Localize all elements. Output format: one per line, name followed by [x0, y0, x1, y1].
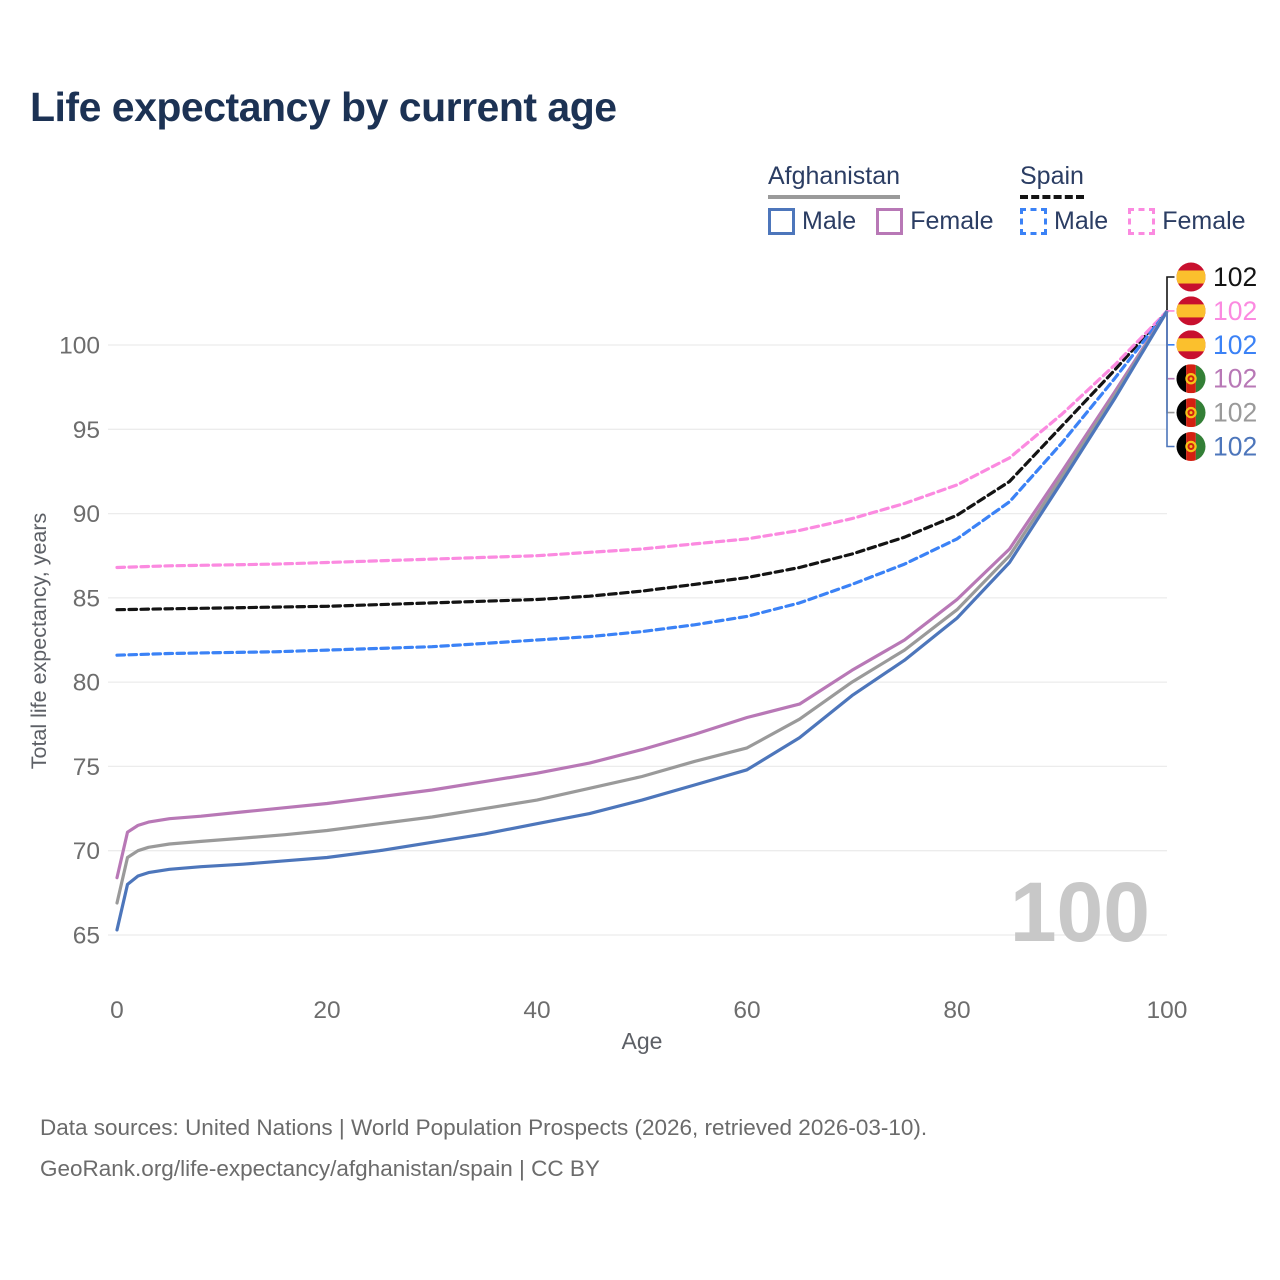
- x-tick-label-40: 40: [523, 997, 550, 1024]
- legend-label-spain-male: Male: [1054, 207, 1109, 235]
- y-tick-label-80: 80: [73, 670, 100, 697]
- legend-country-spain: Spain: [1020, 162, 1084, 199]
- series-line-afghanistan-all: [115, 309, 1169, 905]
- series-line-afghanistan-male: [115, 309, 1169, 932]
- flag-icon-afghanistan: [1176, 398, 1206, 428]
- end-label-connector-spain-all: [1166, 276, 1175, 312]
- x-tick-label-0: 0: [110, 997, 124, 1024]
- series-line-spain-female: [115, 309, 1169, 570]
- legend-group-afghanistan: Afghanistan Male Female: [768, 162, 994, 236]
- legend-item-spain-male[interactable]: Male: [1020, 207, 1108, 236]
- y-tick-label-70: 70: [73, 838, 100, 865]
- current-age-watermark: 100: [1010, 865, 1150, 959]
- legend-swatch-afghanistan-female-icon: [876, 208, 904, 235]
- y-tick-label-95: 95: [73, 417, 100, 444]
- flag-icon-spain: [1176, 296, 1206, 326]
- y-tick-label-85: 85: [73, 585, 100, 612]
- series-line-spain-male: [115, 309, 1169, 657]
- legend-swatch-afghanistan-male-icon: [768, 208, 795, 235]
- y-tick-label-100: 100: [59, 333, 100, 360]
- legend-items-spain: Male Female: [1020, 207, 1246, 236]
- legend-item-afghanistan-male[interactable]: Male: [768, 207, 856, 236]
- flag-icon-spain: [1176, 262, 1206, 292]
- legend-label-afghanistan-female: Female: [910, 207, 994, 235]
- flag-icon-afghanistan: [1176, 432, 1206, 461]
- legend-country-afghanistan: Afghanistan: [768, 162, 901, 199]
- legend-item-afghanistan-female[interactable]: Female: [876, 207, 994, 236]
- series-line-afghanistan-female: [115, 309, 1169, 880]
- y-tick-label-90: 90: [73, 501, 100, 528]
- end-label-connector-afghanistan-all: [1166, 311, 1175, 414]
- legend-group-spain: Spain Male Female: [1020, 162, 1246, 236]
- end-value-label-spain-female: 102: [1213, 296, 1257, 326]
- end-value-label-spain-male: 102: [1213, 330, 1257, 360]
- y-axis-title: Total life expectancy, years: [27, 513, 51, 770]
- end-value-label-afghanistan-male: 102: [1213, 432, 1257, 462]
- end-value-label-afghanistan-female: 102: [1213, 364, 1257, 394]
- x-tick-label-60: 60: [733, 997, 760, 1024]
- y-tick-label-75: 75: [73, 754, 100, 781]
- legend-item-spain-female[interactable]: Female: [1128, 207, 1246, 236]
- x-tick-label-20: 20: [313, 997, 340, 1024]
- attribution-note: GeoRank.org/life-expectancy/afghanistan/…: [40, 1156, 600, 1181]
- series-line-spain-all: [115, 309, 1169, 612]
- end-label-connector-afghanistan-male: [1166, 311, 1175, 448]
- legend-swatch-spain-male-icon: [1020, 208, 1047, 235]
- legend-label-spain-female: Female: [1162, 207, 1246, 235]
- y-tick-label-65: 65: [73, 923, 100, 950]
- end-value-label-afghanistan-all: 102: [1213, 398, 1257, 428]
- end-label-connector-spain-male: [1166, 311, 1175, 346]
- end-value-label-spain-all: 102: [1213, 262, 1257, 292]
- x-tick-label-80: 80: [943, 997, 970, 1024]
- flag-icon-spain: [1176, 330, 1206, 360]
- footer: Data sources: United Nations | World Pop…: [40, 1107, 927, 1189]
- x-tick-label-100: 100: [1147, 997, 1188, 1024]
- data-sources-note: Data sources: United Nations | World Pop…: [40, 1115, 928, 1140]
- x-axis-title: Age: [622, 1028, 663, 1054]
- flag-icon-afghanistan: [1176, 364, 1206, 394]
- page-title: Life expectancy by current age: [30, 84, 617, 130]
- legend-items-afghanistan: Male Female: [768, 207, 994, 236]
- legend-swatch-spain-female-icon: [1128, 208, 1156, 235]
- legend-label-afghanistan-male: Male: [802, 207, 857, 235]
